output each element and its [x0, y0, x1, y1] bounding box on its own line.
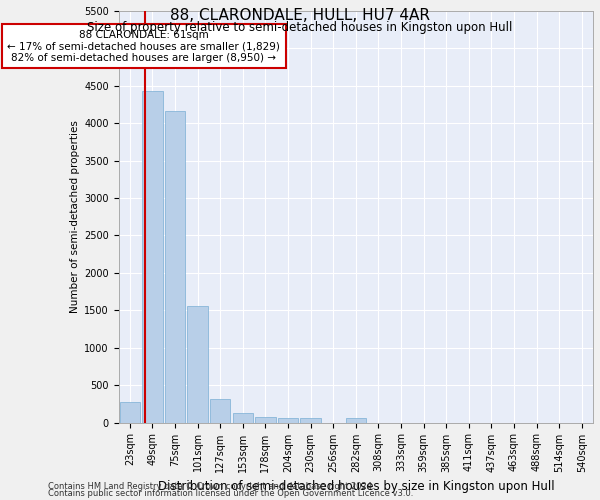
Text: Contains HM Land Registry data © Crown copyright and database right 2024.: Contains HM Land Registry data © Crown c…	[48, 482, 374, 491]
Y-axis label: Number of semi-detached properties: Number of semi-detached properties	[70, 120, 80, 313]
Bar	[165, 111, 185, 422]
Text: 88, CLARONDALE, HULL, HU7 4AR: 88, CLARONDALE, HULL, HU7 4AR	[170, 8, 430, 22]
Bar	[346, 418, 366, 422]
Text: Contains public sector information licensed under the Open Government Licence v3: Contains public sector information licen…	[48, 488, 413, 498]
Bar	[301, 418, 321, 422]
X-axis label: Distribution of semi-detached houses by size in Kingston upon Hull: Distribution of semi-detached houses by …	[158, 480, 554, 493]
Bar	[187, 306, 208, 422]
Bar	[278, 418, 298, 422]
Bar	[233, 414, 253, 422]
Text: Size of property relative to semi-detached houses in Kingston upon Hull: Size of property relative to semi-detach…	[88, 21, 512, 34]
Bar	[255, 416, 275, 422]
Bar	[120, 402, 140, 422]
Bar	[142, 91, 163, 422]
Bar	[210, 398, 230, 422]
Text: 88 CLARONDALE: 61sqm
← 17% of semi-detached houses are smaller (1,829)
82% of se: 88 CLARONDALE: 61sqm ← 17% of semi-detac…	[7, 30, 280, 63]
